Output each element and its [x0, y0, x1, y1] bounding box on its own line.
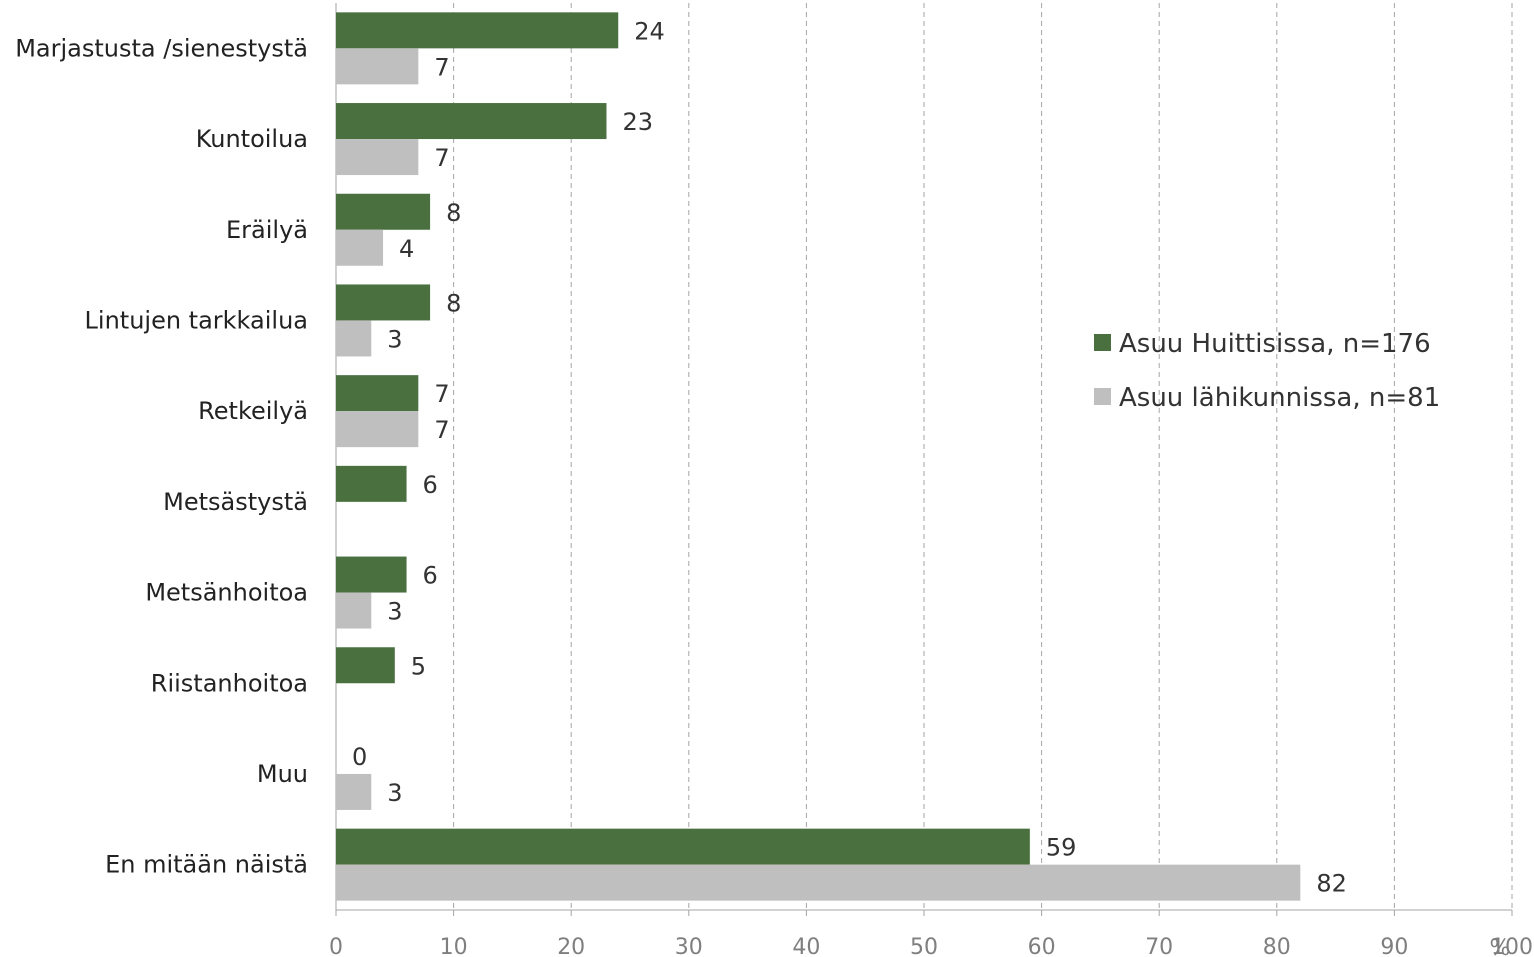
value-label-series-0-0: 24	[634, 17, 665, 45]
x-tick-label-70: 70	[1145, 935, 1173, 957]
value-label-series-0-4: 7	[434, 380, 449, 408]
bar-series-0-0	[336, 12, 619, 49]
x-tick-label-0: 0	[329, 935, 343, 957]
x-tick-label-50: 50	[910, 935, 938, 957]
category-label: Retkeilyä	[198, 397, 308, 425]
x-tick-label-20: 20	[557, 935, 585, 957]
bar-series-1-9	[336, 864, 1301, 901]
value-label-series-1-8: 3	[387, 779, 402, 807]
legend-swatch-huittinen	[1094, 334, 1111, 351]
value-label-series-1-6: 3	[387, 598, 402, 626]
x-tick-label-90: 90	[1380, 935, 1408, 957]
bar-series-0-1	[336, 103, 607, 140]
bar-series-1-3	[336, 320, 372, 357]
x-axis-ticks: 0 10 20 30 40 50 60 70 80 90 100	[329, 910, 1533, 957]
bar-series-0-2	[336, 193, 431, 230]
value-label-series-1-2: 4	[399, 235, 414, 263]
legend-label-lahikunnat: Asuu lähikunnissa, n=81	[1119, 383, 1440, 413]
value-label-series-1-4: 7	[434, 416, 449, 444]
category-label: Riistanhoitoa	[151, 669, 308, 697]
bar-series-0-6	[336, 556, 407, 593]
value-label-series-0-5: 6	[423, 471, 438, 499]
value-label-series-0-7: 5	[411, 652, 426, 680]
x-tick-label-100: 100	[1491, 935, 1533, 957]
value-label-series-0-6: 6	[423, 562, 438, 590]
category-label: Lintujen tarkkailua	[85, 306, 308, 334]
category-label: Muu	[257, 760, 308, 788]
category-label: Kuntoilua	[196, 125, 308, 153]
value-label-series-1-1: 7	[434, 144, 449, 172]
bar-series-1-8	[336, 773, 372, 810]
x-tick-label-80: 80	[1263, 935, 1291, 957]
grid-lines	[335, 3, 1513, 911]
value-label-series-0-2: 8	[446, 199, 461, 227]
x-tick-label-60: 60	[1028, 935, 1056, 957]
bar-series-0-5	[336, 465, 407, 502]
x-axis-unit: %	[1490, 936, 1511, 957]
value-label-series-0-3: 8	[446, 289, 461, 317]
bar-series-0-3	[336, 284, 431, 321]
category-label: En mitään näistä	[105, 851, 308, 879]
bar-series-0-4	[336, 375, 419, 412]
bar-series-1-2	[336, 229, 384, 266]
x-tick-label-40: 40	[792, 935, 820, 957]
bar-series-1-4	[336, 411, 419, 448]
bar-series-0-7	[336, 647, 395, 684]
value-label-series-1-3: 3	[387, 325, 402, 353]
value-label-series-0-1: 23	[622, 108, 653, 136]
value-label-series-0-8: 0	[352, 743, 367, 771]
bar-series-1-6	[336, 592, 372, 629]
bar-series-1-1	[336, 139, 419, 176]
x-tick-label-10: 10	[440, 935, 468, 957]
bar-series-0-9	[336, 828, 1030, 865]
x-tick-label-30: 30	[675, 935, 703, 957]
legend-label-huittinen: Asuu Huittisissa, n=176	[1119, 329, 1431, 359]
bars	[336, 12, 1301, 901]
legend: Asuu Huittisissa, n=176 Asuu lähikunniss…	[1094, 329, 1440, 413]
category-labels: Marjastusta /sienestystä Kuntoilua Eräilyä…	[15, 34, 308, 878]
category-label: Eräilyä	[226, 216, 308, 244]
value-label-series-1-9: 82	[1316, 870, 1347, 898]
value-label-series-0-9: 59	[1046, 834, 1077, 862]
category-label: Metsänhoitoa	[145, 579, 308, 607]
bar-series-1-0	[336, 48, 419, 85]
category-label: Metsästystä	[163, 488, 308, 516]
value-label-series-1-0: 7	[434, 53, 449, 81]
category-label: Marjastusta /sienestystä	[15, 34, 308, 62]
legend-swatch-lahikunnat	[1094, 388, 1111, 405]
